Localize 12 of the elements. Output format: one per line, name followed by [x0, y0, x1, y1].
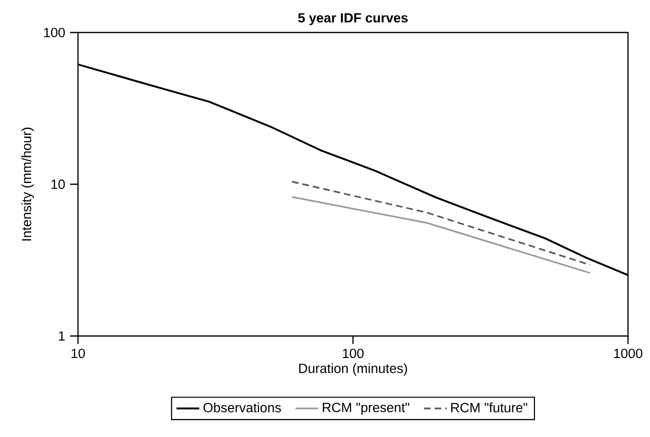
y-tick-label: 100 [44, 28, 65, 38]
x-axis-title: Duration (minutes) [299, 363, 407, 376]
y-tick-label: 10 [52, 180, 65, 189]
x-tick-label: 1000 [614, 348, 642, 358]
legend-label: RCM "present" [322, 402, 410, 415]
legend-label: Observations [203, 402, 281, 412]
y-tick-label: 1 [58, 331, 65, 341]
y-axis-title: Intensity (mm/hour) [21, 128, 34, 240]
legend-label: RCM "future" [451, 402, 528, 412]
x-tick-label: 10 [72, 348, 85, 358]
chart-title: 5 year IDF curves [298, 13, 408, 26]
x-tick-label: 100 [342, 348, 364, 358]
